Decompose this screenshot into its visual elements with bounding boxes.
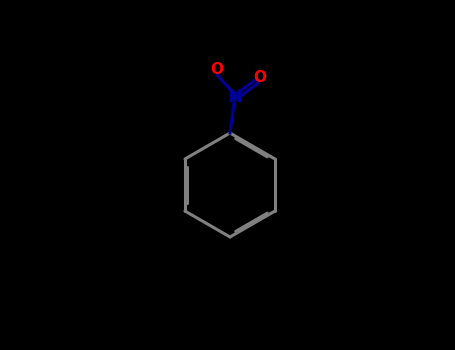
Text: O: O bbox=[211, 63, 223, 77]
Text: O: O bbox=[253, 70, 267, 84]
Text: N: N bbox=[228, 88, 243, 106]
